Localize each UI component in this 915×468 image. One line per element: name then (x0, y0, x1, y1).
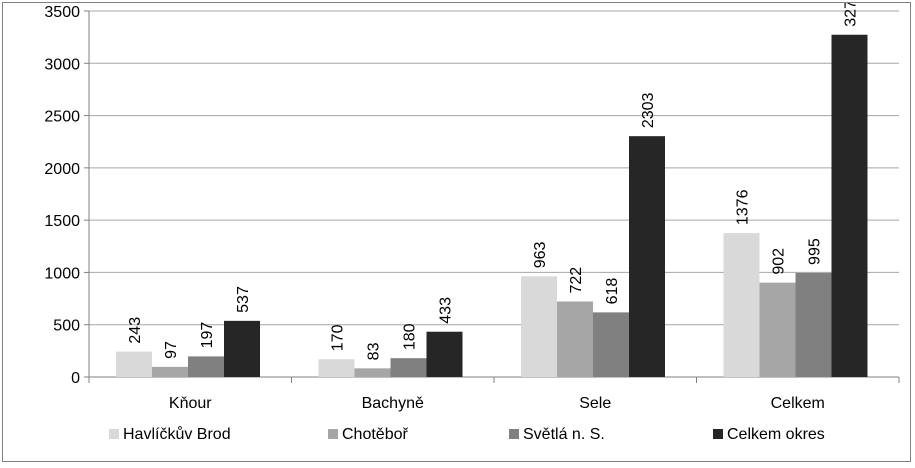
category-label: Sele (579, 395, 611, 412)
data-label: 722 (568, 267, 585, 294)
data-label: 97 (163, 341, 180, 359)
category-label: Kňour (169, 395, 212, 412)
data-label: 180 (402, 323, 419, 350)
bar-chart: 0 500 1000 1500 2000 2500 3000 3500 Kňour Bachyně… (44, 3, 900, 443)
bar (318, 359, 355, 377)
y-tick-label: 1500 (44, 213, 80, 230)
category-label: Celkem (771, 395, 825, 412)
bar (723, 233, 760, 377)
data-label: 902 (771, 248, 788, 275)
bars (116, 34, 868, 377)
legend-swatch (509, 429, 519, 439)
data-label: 618 (604, 278, 621, 305)
bar (224, 320, 260, 377)
data-label: 3273 (843, 3, 860, 27)
bar (629, 136, 665, 377)
bar (795, 272, 832, 377)
gridlines (89, 10, 899, 326)
legend-label: Chotěboř (342, 426, 408, 443)
legend-label: Havlíčkův Brod (123, 425, 231, 443)
data-label: 537 (235, 286, 252, 313)
data-label: 2303 (640, 92, 657, 128)
bar (521, 276, 557, 377)
bar (831, 34, 868, 377)
bar (354, 368, 391, 377)
chart-frame: 0 500 1000 1500 2000 2500 3000 3500 Kňour Bachyně… (2, 2, 911, 462)
legend-label: Celkem okres (727, 426, 825, 443)
bar (426, 331, 463, 377)
y-tick-label: 3000 (44, 56, 80, 73)
data-label: 1376 (735, 189, 752, 225)
data-label: 995 (807, 238, 824, 265)
y-tick-label: 2500 (44, 109, 80, 126)
y-tick-label: 2000 (44, 161, 80, 178)
data-labels: 243 170 963 1376 97 83 722 902 197 180 618 995 537 43… (127, 3, 860, 360)
legend-swatch (328, 429, 338, 439)
data-label: 170 (330, 324, 347, 351)
bar (116, 351, 152, 377)
legend-swatch (109, 429, 119, 439)
data-label: 197 (199, 322, 216, 349)
data-label: 83 (366, 342, 383, 360)
bar (188, 356, 224, 377)
bar (557, 301, 593, 377)
category-label: Bachyně (362, 395, 424, 412)
bar (759, 282, 796, 377)
legend: Havlíčkův Brod Chotěboř Světlá n. S. Celkem… (109, 425, 825, 443)
legend-label: Světlá n. S. (523, 426, 605, 443)
bar (593, 312, 629, 377)
y-tick-label: 1000 (44, 265, 80, 282)
y-tick-label: 500 (53, 318, 80, 335)
bar (152, 366, 188, 377)
bar (390, 358, 427, 377)
legend-swatch (713, 429, 723, 439)
y-tick-label: 3500 (44, 4, 80, 21)
data-label: 433 (438, 297, 455, 324)
data-label: 243 (127, 317, 144, 344)
data-label: 963 (532, 242, 549, 269)
y-tick-label: 0 (71, 370, 80, 387)
